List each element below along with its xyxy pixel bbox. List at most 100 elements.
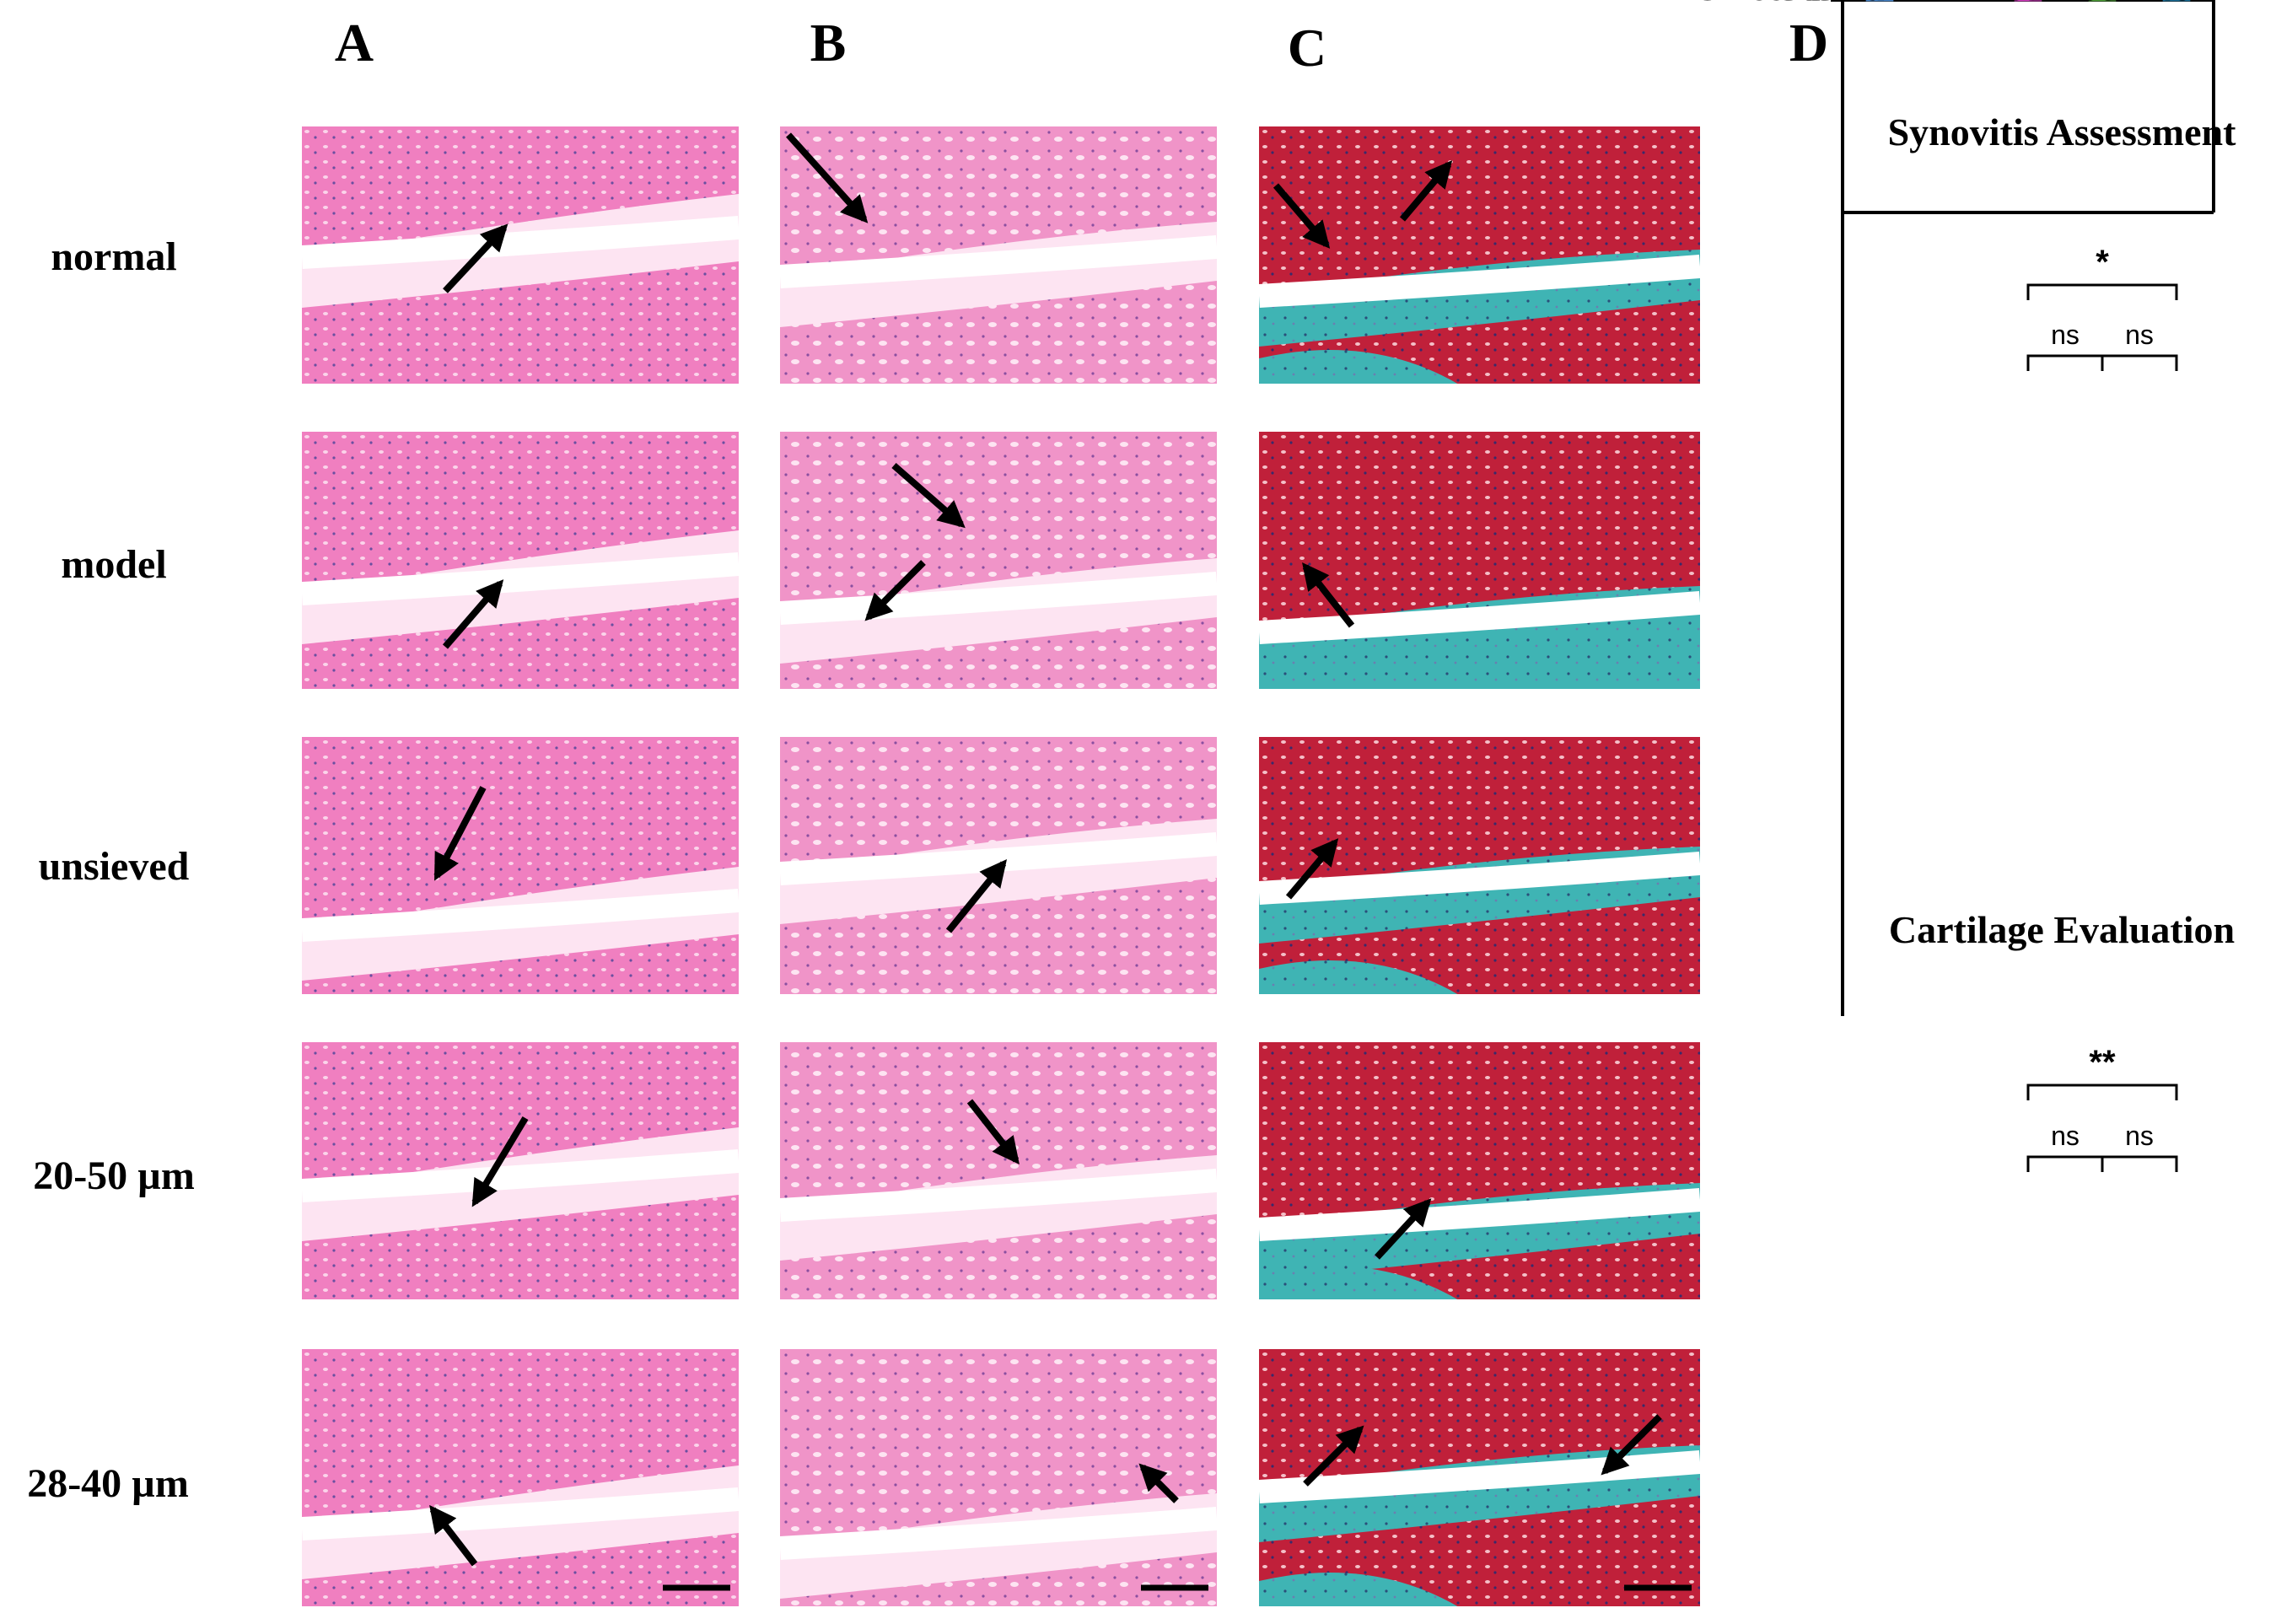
y-tick-label: 2 [1805,0,1824,8]
tissue-upper [1259,1042,1700,1229]
significance-label: ** [2163,0,2190,8]
micrograph-grid [302,126,1700,1606]
joint-space [1259,852,1700,905]
micrograph-a-normal [302,126,739,384]
tissue-lower [780,281,1217,384]
x-tick-label: unsieved [1905,0,2043,8]
comparison-bracket [2101,1155,2178,1172]
tissue-upper [780,432,1217,613]
row-label-20-50: 20-50 µm [33,1153,195,1198]
micrograph-a-model [302,432,739,689]
black-arrow-icon [1375,1198,1432,1260]
x-tick-label: model [1872,0,1969,8]
tissue-lower [302,1195,739,1299]
black-arrow-icon [864,560,926,621]
y-tick-label: 0 [1805,0,1824,8]
significance-hash-label: # [2020,0,2036,6]
black-arrow-icon [1303,1425,1364,1487]
y-tick-label: 12 [1787,0,1825,8]
y-tick-label: 8 [1805,0,1824,8]
tissue-lower [780,1552,1217,1606]
significance-label: *** [1934,0,1974,8]
chart-title: Cartilage Evaluation [1889,908,2235,951]
tissue-upper [780,737,1217,874]
row-label-28-40: 28-40 µm [27,1461,189,1506]
joint-space [1259,591,1700,644]
micrograph-c-normal [1259,126,1700,384]
tissue-upper [780,1042,1217,1210]
y-axis-title: Kreen Score [1703,0,1907,8]
bracket-label: * [2096,244,2109,281]
black-arrow-icon [429,1504,478,1567]
comparison-bracket [2026,354,2104,371]
x-tick-label: 20-50 [2031,0,2117,8]
y-tick-label: 6 [1805,0,1824,8]
tissue-lower [780,617,1217,689]
joint-space [1259,1188,1700,1241]
tissue-lower [780,878,1217,994]
joint-space [302,1487,739,1541]
significance-label: *** [1934,0,1974,8]
bracket-label: ns [2051,320,2080,350]
tissue-upper [1259,432,1700,632]
micrograph-c-28-40 [1259,1349,1700,1606]
black-arrow-icon [1399,160,1453,222]
x-tick-label: 28-40 [2105,0,2192,8]
significance-label: ## [2158,0,2196,8]
tissue-upper [780,126,1217,277]
tissue-lower [302,1533,739,1606]
chart-title: Synovitis Assessment [1888,110,2236,153]
bracket-label: ns [2051,1121,2080,1151]
bracket-label: ns [2125,1121,2154,1151]
row-label-unsieved: unsieved [39,844,190,889]
comparison-bracket [2101,354,2178,371]
joint-space [780,572,1217,625]
black-arrow-icon [471,1116,529,1207]
y-tick-label: 16 [1787,0,1825,8]
tissue-counterstain [1259,350,1458,384]
black-arrow-icon [891,462,966,529]
joint-space [780,1169,1217,1222]
joint-space [780,235,1217,288]
black-arrow-icon [786,132,869,223]
black-arrow-icon [1601,1414,1662,1476]
joint-space [1259,255,1700,308]
tissue-upper [780,1349,1217,1548]
tissue-upper [302,432,739,594]
tissue-upper [1259,126,1700,296]
x-tick-label: model [1872,0,1969,8]
panel-letter-a: A [335,13,374,73]
panel-letter-c: C [1288,18,1326,78]
tissue-upper [1259,1349,1700,1492]
bracket-label: ns [2125,320,2154,350]
micrograph-b-20-50 [780,1042,1217,1299]
joint-space [302,552,739,605]
tissue-counterstain [1259,1266,1458,1299]
black-arrow-icon [433,786,487,881]
micrograph-b-model [780,432,1217,689]
significance-hash-label: ### [2081,0,2127,6]
bracket-label: ** [2089,1044,2116,1081]
x-tick-label: normal [1779,0,1895,8]
comparison-bracket [2026,1155,2104,1172]
y-tick-label: 4 [1805,0,1824,8]
micrograph-b-unsieved [780,737,1217,994]
joint-space [302,889,739,942]
synovitis-chart: Synovitis Assessment Kreen Score02468norm… [1703,0,2236,371]
significance-label: *** [2083,0,2123,8]
joint-space [780,1507,1217,1560]
x-tick-label: normal [1779,0,1895,8]
micrograph-c-20-50 [1259,1042,1700,1299]
y-tick-label: 4 [1805,0,1824,8]
black-arrow-icon [1302,562,1355,628]
micrograph-c-model [1259,432,1700,689]
tissue-upper [302,126,739,257]
black-arrow-icon [1138,1463,1179,1503]
micrograph-a-20-50 [302,1042,739,1299]
row-label-model: model [61,542,166,587]
tissue-upper [1259,737,1700,893]
micrograph-c-unsieved [1259,737,1700,994]
x-tick-label: 20-50 [2031,0,2117,8]
tissue-upper [302,737,739,930]
